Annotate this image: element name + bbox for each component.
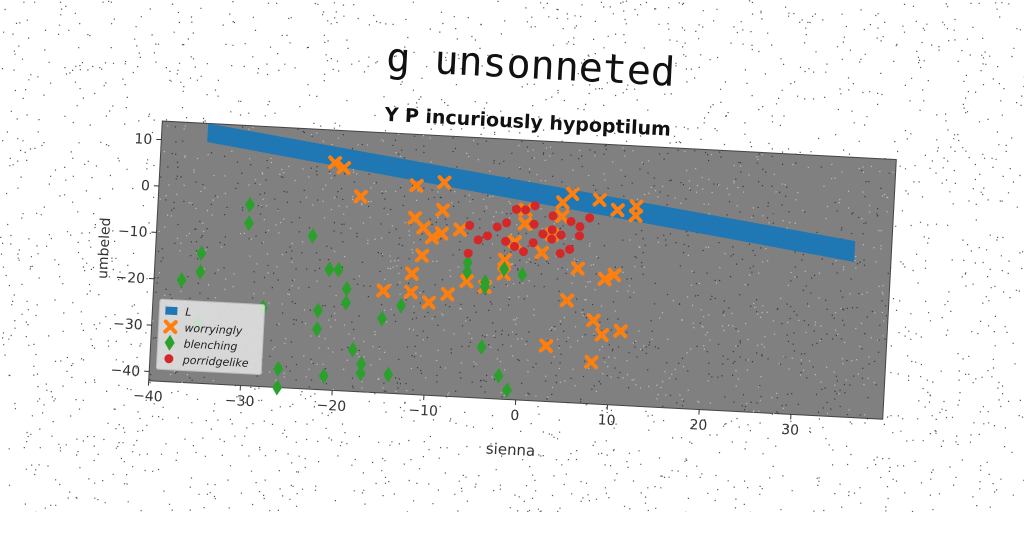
x-tick-label: −20 [316, 398, 346, 416]
x-tick-label: −40 [133, 388, 163, 406]
y-tick-label: −30 [113, 316, 143, 334]
y-tick-label: 10 [134, 131, 153, 148]
x-tick-label: 10 [597, 412, 616, 429]
legend-label-L: L [185, 306, 192, 319]
y-tick-label: −20 [115, 270, 145, 288]
y-tick-label: −10 [118, 223, 148, 241]
legend-swatch-L [165, 307, 177, 316]
chart-title: g unsonneted [385, 35, 676, 96]
legend-label-blenching: blenching [183, 338, 237, 354]
y-tick-label: 0 [141, 178, 151, 194]
y-axis-label: umbeled [95, 217, 114, 279]
x-axis-label: sienna [485, 439, 535, 460]
x-tick-label: 20 [689, 417, 708, 434]
x-tick-label: −30 [224, 393, 254, 411]
y-tick-label: −40 [110, 362, 140, 380]
x-tick-label: 0 [510, 408, 520, 424]
x-tick-label: −10 [408, 402, 438, 420]
x-tick-label: 30 [781, 422, 800, 439]
